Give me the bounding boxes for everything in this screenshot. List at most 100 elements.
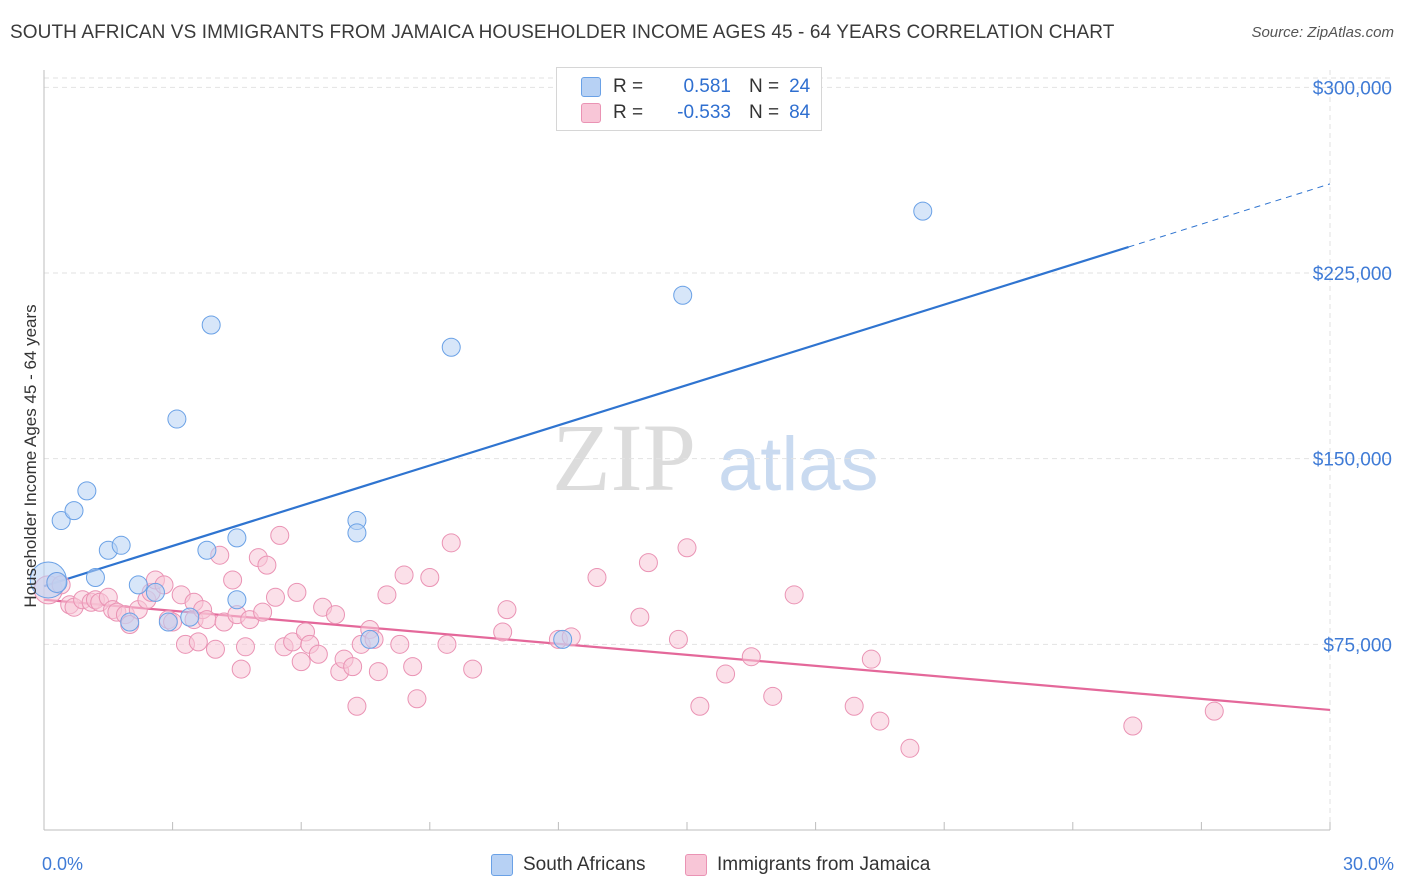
legend-n-label: N = (749, 76, 780, 97)
south-africans-point (46, 571, 68, 593)
jamaica-point (197, 610, 217, 630)
south-africans-point (913, 201, 933, 221)
jamaica-point (1123, 716, 1143, 736)
legend-r-value: -0.533 (677, 102, 731, 123)
axes (43, 70, 1331, 831)
legend-row-jamaica: R = -0.533 N = 84 (581, 101, 810, 125)
south-africans-point (201, 315, 221, 335)
jamaica-point (677, 538, 697, 558)
jamaica-point (394, 565, 414, 585)
jamaica-point (347, 696, 367, 716)
jamaica-point (257, 555, 277, 575)
south-africans-point (51, 511, 71, 531)
jamaica-point (763, 686, 783, 706)
jamaica-point (716, 664, 736, 684)
jamaica-point (493, 622, 513, 642)
chart-title: SOUTH AFRICAN VS IMMIGRANTS FROM JAMAICA… (10, 22, 1115, 43)
south-africans-point (180, 607, 200, 627)
jamaica-point (690, 696, 710, 716)
jamaica-point (390, 634, 410, 654)
south-africans-point (111, 535, 131, 555)
south-africans-point (227, 528, 247, 548)
jamaica-point (205, 639, 225, 659)
south-africans-point (197, 540, 217, 560)
jamaica-point (291, 652, 311, 672)
watermark-zip: ZIP (552, 404, 696, 511)
y-tick-label: $75,000 (1323, 635, 1392, 656)
south-africans-point (120, 612, 140, 632)
jamaica-point (403, 657, 423, 677)
legend-n-value: 24 (789, 76, 811, 97)
bottom-legend-swatch-south-africans (491, 854, 513, 876)
jamaica-point (223, 570, 243, 590)
jamaica-point (437, 634, 457, 654)
south-africans-point (360, 629, 380, 649)
jamaica-point (630, 607, 650, 627)
jamaica-point (668, 629, 688, 649)
jamaica-point (377, 585, 397, 605)
source-label: Source: ZipAtlas.com (1251, 24, 1394, 41)
bottom-legend-label: Immigrants from Jamaica (717, 854, 931, 875)
legend-n-value: 84 (789, 102, 811, 123)
y-tick-label: $225,000 (1313, 264, 1392, 285)
jamaica-point (638, 553, 658, 573)
jamaica-point (441, 533, 461, 553)
watermark: ZIP atlas (552, 404, 879, 511)
watermark-atlas: atlas (718, 422, 879, 507)
south-africans-point (64, 501, 84, 521)
gridlines (44, 70, 1392, 830)
jamaica-point (870, 711, 890, 731)
jamaica-point (587, 567, 607, 587)
south-africans-point (167, 409, 187, 429)
south-africans-point (553, 629, 573, 649)
jamaica-point (1204, 701, 1224, 721)
jamaica-point (784, 585, 804, 605)
jamaica-point (308, 644, 328, 664)
jamaica-point (235, 637, 255, 657)
jamaica-point (844, 696, 864, 716)
jamaica-point (325, 605, 345, 625)
jamaica-point (741, 647, 761, 667)
legend-swatch-south-africans (581, 77, 601, 97)
jamaica-point (265, 587, 285, 607)
legend-r-value: 0.581 (683, 76, 731, 97)
x-tick-label: 0.0% (42, 854, 83, 874)
south-africans-point (347, 523, 367, 543)
legend-r-label: R = (613, 102, 644, 123)
y-tick-labels: $75,000 $150,000 $225,000 $300,000 (1313, 78, 1392, 656)
data-points (29, 201, 1224, 758)
south-africans-point (128, 575, 148, 595)
x-tick-label: 30.0% (1343, 854, 1394, 874)
legend-row-south-africans: R = 0.581 N = 24 (581, 75, 810, 99)
south-africans-point (441, 337, 461, 357)
jamaica-point (463, 659, 483, 679)
legend-swatch-jamaica (581, 103, 601, 123)
jamaica-point (368, 662, 388, 682)
south-africans-trend-extension (1128, 183, 1331, 248)
south-africans-point (673, 285, 693, 305)
jamaica-point (253, 602, 273, 622)
jamaica-point (270, 525, 290, 545)
y-tick-label: $150,000 (1313, 450, 1392, 471)
x-tick-labels: 0.0% 30.0% (42, 854, 1394, 874)
bottom-legend-label: South Africans (523, 854, 646, 875)
jamaica-point (231, 659, 251, 679)
jamaica-point (420, 567, 440, 587)
south-africans-point (145, 582, 165, 602)
jamaica-point (287, 582, 307, 602)
south-africans-trend-line (43, 245, 1129, 588)
y-tick-label: $300,000 (1313, 78, 1392, 99)
jamaica-point (900, 738, 920, 758)
jamaica-point (407, 689, 427, 709)
correlation-legend: R = 0.581 N = 24 R = -0.533 N = 84 (556, 67, 822, 131)
bottom-legend-swatch-jamaica (685, 854, 707, 876)
jamaica-point (343, 657, 363, 677)
legend-n-label: N = (749, 102, 780, 123)
south-africans-point (158, 612, 178, 632)
south-africans-point (77, 481, 97, 501)
y-axis-label: Householder Income Ages 45 - 64 years (21, 304, 40, 607)
south-africans-point (85, 567, 105, 587)
bottom-legend-jamaica: Immigrants from Jamaica (685, 853, 930, 877)
bottom-legend-south-africans: South Africans (491, 853, 646, 877)
